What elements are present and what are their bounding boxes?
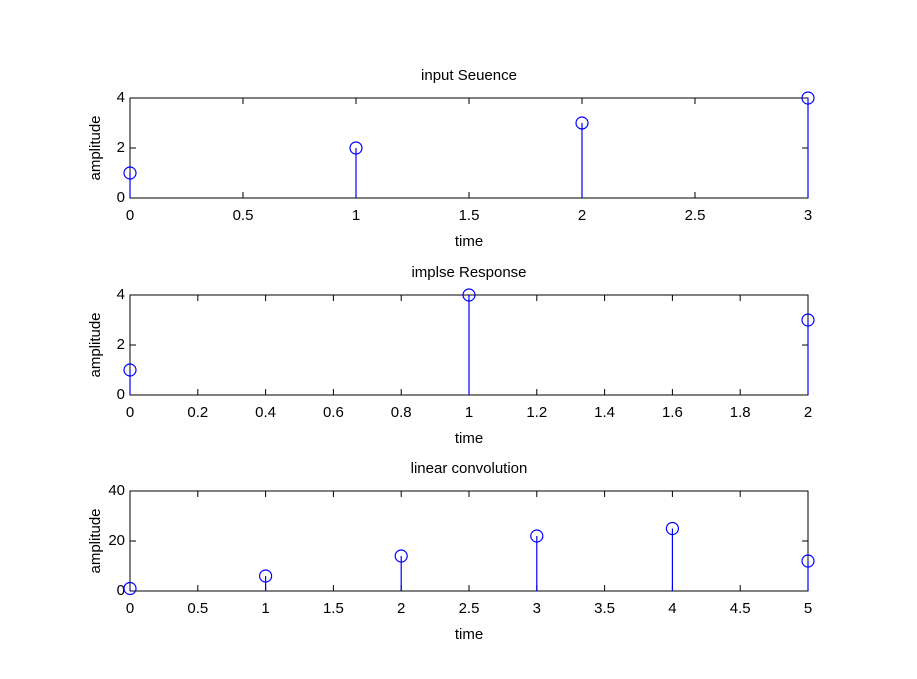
x-tick-label: 1.6 xyxy=(662,404,683,421)
stem-marker xyxy=(801,313,815,327)
y-tick-label: 0 xyxy=(117,189,125,206)
x-tick-label: 1 xyxy=(352,207,360,224)
x-tick-label: 1.5 xyxy=(323,600,344,617)
x-tick-label: 2 xyxy=(578,207,586,224)
subplot: implse Response time amplitude 0 0.2 0.4 0.6 0.… xyxy=(87,264,815,447)
y-axis-label: amplitude xyxy=(87,115,104,180)
x-tick-label: 4 xyxy=(668,600,676,617)
y-tick-label: 0 xyxy=(117,582,125,599)
subplot-title: input Seuence xyxy=(421,67,517,84)
stem-marker xyxy=(801,91,815,105)
y-tick-label: 0 xyxy=(117,386,125,403)
axes-frame xyxy=(129,490,809,592)
x-tick-label: 4.5 xyxy=(730,600,751,617)
x-tick-label: 0.2 xyxy=(187,404,208,421)
x-tick-label: 2 xyxy=(804,404,812,421)
y-axis-label: amplitude xyxy=(87,312,104,377)
y-tick-label: 20 xyxy=(108,532,125,549)
x-tick-label: 0.6 xyxy=(323,404,344,421)
x-tick-label: 2 xyxy=(397,600,405,617)
stem-marker xyxy=(575,116,589,130)
stem-marker xyxy=(665,521,680,536)
subplot: linear convolution time amplitude 0 0.5 1 1.5 2… xyxy=(87,460,815,643)
stem-marker xyxy=(462,288,476,302)
x-tick-label: 3 xyxy=(804,207,812,224)
x-tick-label: 5 xyxy=(804,600,812,617)
y-axis-label: amplitude xyxy=(87,508,104,573)
y-tick-label: 4 xyxy=(117,89,125,106)
stem-marker xyxy=(394,549,408,563)
subplot-title: linear convolution xyxy=(411,460,528,477)
x-tick-label: 0 xyxy=(126,207,134,224)
x-tick-label: 1.2 xyxy=(526,404,547,421)
x-tick-label: 2.5 xyxy=(685,207,706,224)
x-tick-label: 1 xyxy=(465,404,473,421)
y-tick-label: 40 xyxy=(108,482,125,499)
axes-frame xyxy=(129,97,809,199)
x-axis-label: time xyxy=(455,430,483,447)
subplot: input Seuence time amplitude 0 0.5 1 1.5 2 2.5 3 0… xyxy=(87,67,815,250)
stem-marker xyxy=(123,363,137,377)
x-tick-label: 1.5 xyxy=(459,207,480,224)
x-tick-label: 0 xyxy=(126,404,134,421)
x-tick-label: 2.5 xyxy=(459,600,480,617)
y-tick-label: 4 xyxy=(117,286,125,303)
stem-marker xyxy=(123,166,137,180)
x-axis-label: time xyxy=(455,626,483,643)
stem-marker xyxy=(530,529,544,543)
x-tick-label: 3 xyxy=(533,600,541,617)
stem-marker xyxy=(349,141,363,155)
stem-marker xyxy=(801,554,815,568)
x-axis-label: time xyxy=(455,233,483,250)
x-tick-label: 0.5 xyxy=(233,207,254,224)
x-tick-label: 0.8 xyxy=(391,404,412,421)
x-tick-label: 1.8 xyxy=(730,404,751,421)
x-tick-label: 1.4 xyxy=(594,404,615,421)
x-tick-label: 0 xyxy=(126,600,134,617)
x-tick-label: 3.5 xyxy=(594,600,615,617)
y-tick-label: 2 xyxy=(117,336,125,353)
x-tick-label: 0.4 xyxy=(255,404,276,421)
stem-marker xyxy=(123,581,137,596)
y-tick-label: 2 xyxy=(117,139,125,156)
x-tick-label: 0.5 xyxy=(187,600,208,617)
x-tick-label: 1 xyxy=(261,600,269,617)
stem-marker xyxy=(259,569,273,583)
subplot-title: implse Response xyxy=(411,264,526,281)
